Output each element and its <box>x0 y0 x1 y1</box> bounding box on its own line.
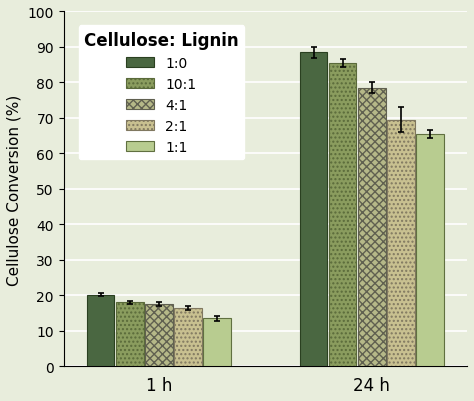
Bar <box>329 64 356 367</box>
Bar <box>416 135 444 367</box>
Bar <box>387 120 415 367</box>
Legend: 1:0, 10:1, 4:1, 2:1, 1:1: 1:0, 10:1, 4:1, 2:1, 1:1 <box>79 26 244 160</box>
Bar <box>203 319 231 367</box>
Bar <box>145 304 173 367</box>
Y-axis label: Cellulose Conversion (%): Cellulose Conversion (%) <box>7 94 22 285</box>
Bar <box>358 89 386 367</box>
Bar <box>87 295 114 367</box>
Bar <box>174 308 202 367</box>
Bar <box>116 303 144 367</box>
Bar <box>300 53 328 367</box>
